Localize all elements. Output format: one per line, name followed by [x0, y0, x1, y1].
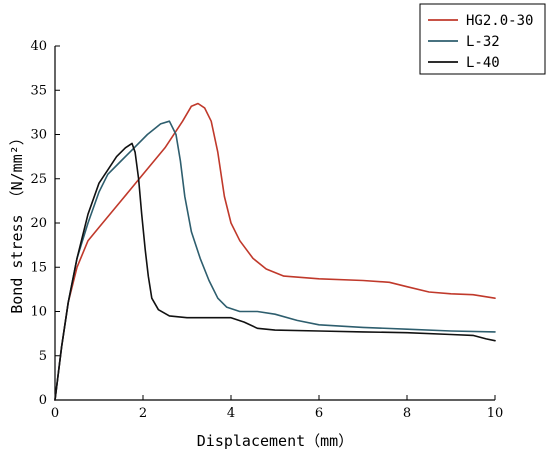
y-tick-label: 0	[39, 393, 47, 408]
x-tick-label: 10	[487, 406, 504, 421]
legend-label: HG2.0-30	[466, 13, 533, 29]
x-tick-label: 0	[51, 406, 59, 421]
y-tick-label: 10	[30, 305, 47, 320]
y-tick-label: 5	[39, 349, 47, 364]
y-tick-label: 25	[30, 172, 47, 187]
x-tick-label: 8	[403, 406, 411, 421]
y-tick-label: 30	[30, 128, 47, 143]
x-tick-label: 6	[315, 406, 323, 421]
series-line-2	[54, 120, 496, 401]
legend-label: L-40	[466, 55, 500, 71]
y-tick-label: 35	[30, 83, 47, 98]
axes: 0 2 4 6 8 10 0 5 10 15 20 25 30 35 40	[30, 39, 503, 421]
legend-label: L-32	[466, 34, 500, 50]
y-tick-label: 20	[30, 216, 47, 231]
y-tick-label: 40	[30, 39, 47, 54]
legend: HG2.0-30 L-32 L-40	[419, 3, 546, 75]
series-line-1	[54, 102, 496, 401]
series-layer	[54, 102, 496, 401]
series-line-3	[54, 142, 496, 401]
x-tick-label: 4	[227, 406, 235, 421]
y-tick-label: 15	[30, 260, 47, 275]
x-tick-label: 2	[139, 406, 147, 421]
x-axis-title: Displacement（mm）	[197, 432, 353, 450]
y-axis-title: Bond stress （N/mm²）	[8, 130, 26, 314]
